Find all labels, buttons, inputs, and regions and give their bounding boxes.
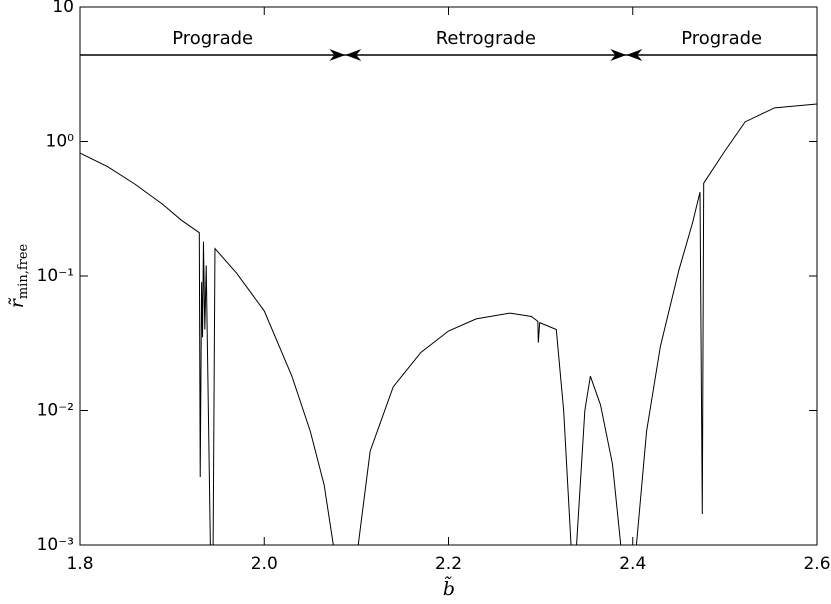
y-axis-label-main: r̃ <box>6 297 28 308</box>
region-label: Retrograde <box>436 28 536 49</box>
arrow-head <box>345 48 362 61</box>
y-tick-label: 10⁻² <box>37 401 74 421</box>
arrow-head <box>329 48 346 61</box>
y-tick-label: 10⁻³ <box>37 535 74 555</box>
y-tick-label: 10⁰ <box>46 132 75 152</box>
x-tick-label: 2.2 <box>435 554 462 574</box>
plot-frame <box>79 6 818 546</box>
x-tick-label: 2.0 <box>251 554 278 574</box>
x-axis-label: b̃ <box>443 577 455 600</box>
y-tick-label: 10 <box>52 0 74 17</box>
arrow-head <box>626 48 643 61</box>
data-line <box>80 103 817 545</box>
arrow-head <box>610 48 627 61</box>
y-axis-label-sub: min,free <box>16 243 31 299</box>
x-tick-label: 2.6 <box>803 554 830 574</box>
x-tick-label: 2.4 <box>619 554 646 574</box>
y-axis-label: r̃min,free <box>6 243 31 308</box>
x-tick-label: 1.8 <box>66 554 93 574</box>
y-tick-label: 10⁻¹ <box>37 266 74 286</box>
region-label: Prograde <box>172 28 253 49</box>
region-label: Prograde <box>681 28 762 49</box>
